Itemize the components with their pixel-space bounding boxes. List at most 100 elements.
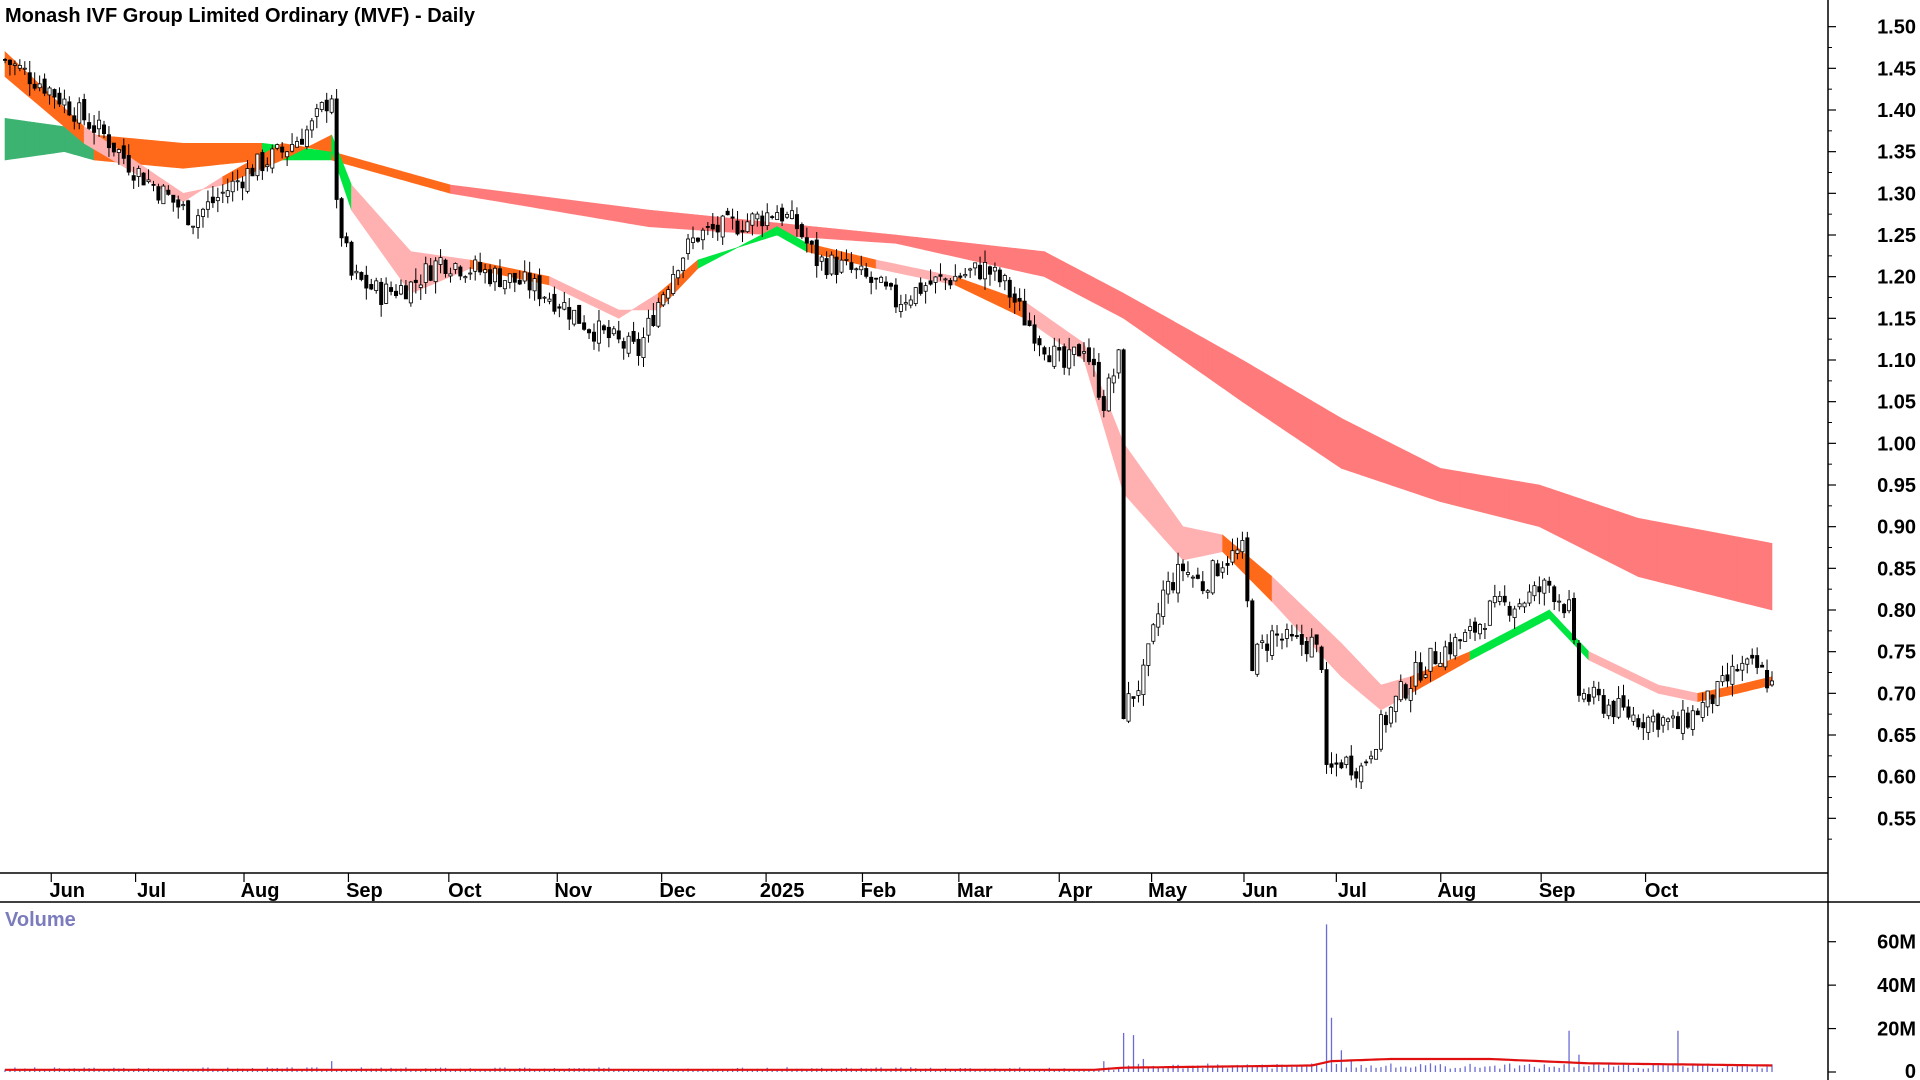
- volume-axis: 60M 40M 20M 0: [1828, 932, 1916, 1080]
- long-term-ma-band: [549, 197, 560, 213]
- candle-body: [963, 274, 968, 277]
- candle-body: [537, 275, 542, 300]
- short-term-ma-band: [1459, 651, 1471, 667]
- short-term-ma-band: [1687, 690, 1699, 703]
- candle-body: [161, 185, 166, 205]
- candle-body: [111, 142, 116, 153]
- candle-body: [1077, 344, 1082, 357]
- candle-body: [616, 330, 621, 340]
- candle-body: [126, 154, 131, 173]
- candle-body: [27, 72, 32, 85]
- candle-body: [725, 210, 730, 216]
- long-term-ma-band: [1697, 529, 1708, 595]
- candle-body: [77, 102, 82, 124]
- candle-body: [443, 259, 448, 274]
- candle-body: [1111, 375, 1116, 384]
- moving-average-bands: [4, 50, 1773, 711]
- candle-body: [290, 144, 295, 152]
- short-term-ma-band: [727, 247, 738, 254]
- candle-body: [166, 189, 171, 195]
- candle-body: [804, 237, 809, 244]
- short-term-ma-band: [1044, 314, 1055, 340]
- candle-body: [819, 256, 824, 262]
- candle-body: [913, 287, 918, 304]
- long-term-ma-band: [1657, 521, 1669, 585]
- candle-body: [775, 212, 780, 220]
- candle-body: [651, 315, 656, 326]
- candle-body: [715, 224, 720, 233]
- candle-body: [1230, 550, 1235, 563]
- long-term-ma-band: [489, 189, 501, 203]
- long-term-ma-band: [1479, 474, 1491, 515]
- candle-body: [884, 281, 889, 287]
- date-tick-label: Oct: [448, 880, 482, 902]
- long-term-ma-band: [192, 143, 204, 168]
- candle-body: [1334, 762, 1339, 765]
- candle-body: [933, 276, 938, 283]
- candle-body: [1017, 297, 1022, 302]
- long-term-ma-band: [964, 242, 976, 262]
- candle-body: [740, 230, 745, 233]
- price-tick-label: 0.65: [1877, 725, 1916, 747]
- price-tick-label: 0.70: [1877, 683, 1916, 705]
- candle-body: [1423, 674, 1428, 678]
- long-term-ma-band: [34, 122, 45, 157]
- candle-body: [1002, 275, 1007, 282]
- short-term-ma-band: [578, 290, 590, 305]
- candle-body: [1537, 586, 1542, 593]
- candle-body: [146, 179, 151, 183]
- candle-body: [789, 210, 794, 219]
- long-term-ma-band: [390, 167, 402, 180]
- candle-body: [398, 285, 403, 295]
- long-term-ma-band: [836, 228, 847, 241]
- candle-body: [1656, 713, 1661, 730]
- long-term-ma-band: [499, 190, 511, 204]
- candle-body: [1438, 662, 1443, 667]
- candle-body: [1146, 643, 1151, 666]
- long-term-ma-band: [806, 225, 818, 239]
- date-tick-label: Oct: [1645, 880, 1679, 902]
- candle-body: [1730, 665, 1735, 685]
- candle-body: [572, 309, 577, 325]
- long-term-ma-band: [1341, 417, 1352, 473]
- price-axis: 1.50 1.45 1.40 1.35 1.30 1.25 1.20 1.15 1.10 1.05…: [1828, 17, 1916, 840]
- candle-body: [785, 213, 790, 218]
- short-term-ma-band: [370, 206, 382, 253]
- candle-body: [562, 302, 567, 310]
- long-term-ma-band: [1014, 247, 1025, 273]
- candle-body: [280, 146, 285, 153]
- date-tick-label: Jun: [49, 880, 85, 902]
- candle-body: [765, 212, 770, 226]
- candle-body: [1141, 664, 1146, 696]
- short-term-ma-band: [1143, 470, 1154, 528]
- candle-body: [1314, 634, 1319, 645]
- candle-body: [1275, 633, 1280, 636]
- long-term-ma-band: [1588, 501, 1600, 558]
- long-term-ma-band: [1360, 427, 1372, 479]
- candle-body: [512, 272, 517, 283]
- short-term-ma-band: [747, 236, 758, 245]
- candle-body: [47, 87, 52, 96]
- volume-tick-label: 60M: [1877, 932, 1916, 954]
- candle-body: [1680, 709, 1685, 734]
- volume-bars: [4, 924, 1773, 1072]
- candle-body: [220, 191, 225, 194]
- long-term-ma-band: [153, 140, 164, 167]
- candle-body: [1215, 563, 1220, 577]
- short-term-ma-band: [707, 253, 719, 264]
- candle-body: [1047, 355, 1052, 363]
- long-term-ma-band: [677, 212, 689, 230]
- short-term-ma-band: [1202, 530, 1213, 557]
- long-term-ma-band: [311, 148, 323, 161]
- candle-body: [898, 303, 903, 312]
- short-term-ma-band: [737, 241, 748, 248]
- short-term-ma-band: [964, 279, 976, 296]
- candle-body: [1675, 716, 1680, 730]
- long-term-ma-band: [212, 143, 224, 166]
- date-tick-label: Dec: [659, 880, 696, 902]
- candle-body: [1126, 693, 1131, 722]
- long-term-ma-band: [430, 179, 441, 191]
- candle-body: [1705, 690, 1710, 708]
- long-term-ma-band: [24, 120, 35, 158]
